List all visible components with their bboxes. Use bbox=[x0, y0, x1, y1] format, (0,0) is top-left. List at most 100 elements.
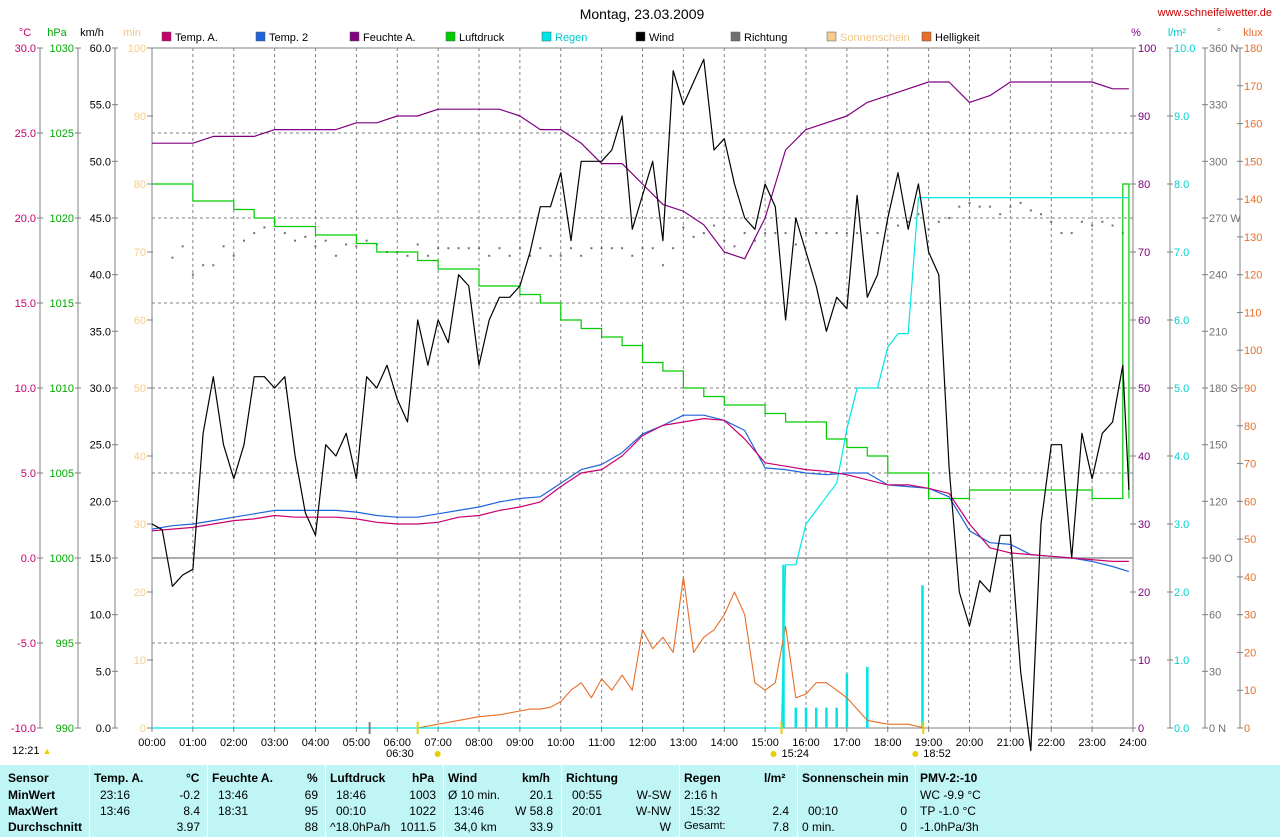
separator bbox=[561, 765, 562, 837]
legend-swatch bbox=[635, 31, 646, 42]
axis-tick-label: 9.0 bbox=[1174, 111, 1189, 123]
temp-avg: 3.97 bbox=[176, 820, 200, 834]
richtung-point bbox=[1040, 213, 1043, 216]
axis-tick-label: 50 bbox=[134, 383, 146, 395]
x-tick-label: 09:00 bbox=[506, 737, 534, 749]
temp-min-time: 23:16 bbox=[100, 788, 131, 802]
axis-tick-label: 150 bbox=[1209, 440, 1227, 452]
time-markers: 06:30 15:24 18:52 bbox=[368, 722, 951, 760]
richtung-point bbox=[478, 247, 480, 250]
axis-tick-label: 10.0 bbox=[90, 610, 111, 622]
richtung-point bbox=[242, 239, 245, 242]
regen-unit: l/m² bbox=[764, 771, 786, 785]
axis-tick-label: 0.0 bbox=[96, 723, 111, 735]
wind-head: Wind bbox=[448, 771, 478, 785]
x-tick-label: 11:00 bbox=[588, 737, 615, 749]
richtung-point bbox=[406, 254, 409, 257]
axis-tick-label: 5.0 bbox=[21, 468, 36, 480]
richtung-point bbox=[988, 205, 991, 208]
axis-tick-label: 1.0 bbox=[1174, 655, 1189, 667]
separator bbox=[89, 765, 90, 837]
richtung-point bbox=[263, 226, 266, 229]
richtung-point bbox=[212, 264, 215, 267]
series-helligkeit bbox=[417, 576, 925, 729]
richtung-point bbox=[999, 213, 1002, 216]
temp-head: Temp. A. bbox=[94, 771, 144, 785]
richtung-point bbox=[181, 245, 184, 248]
x-tick-label: 15:00 bbox=[751, 737, 779, 749]
richtung-point bbox=[641, 247, 644, 250]
legend-swatch bbox=[921, 31, 932, 42]
axis-tick-label: -10.0 bbox=[11, 723, 36, 735]
legend-label: Regen bbox=[555, 32, 587, 44]
axis-tick-label: 50.0 bbox=[90, 156, 111, 168]
legend-label: Temp. 2 bbox=[269, 32, 308, 44]
axis-tick-label: 2.0 bbox=[1174, 587, 1189, 599]
x-tick-label: 17:00 bbox=[833, 737, 861, 749]
richtung-point bbox=[498, 247, 501, 250]
richtung-point bbox=[610, 247, 613, 250]
pmv-windchill: WC -9.9 °C bbox=[920, 788, 981, 802]
axis-tick-label: 180 bbox=[1244, 43, 1262, 55]
axis-tick-label: 240 bbox=[1209, 270, 1227, 282]
axis-tick-label: 270 W bbox=[1209, 213, 1241, 225]
axis-tick-label: 1030 bbox=[50, 43, 74, 55]
axis-tick-label: 8.0 bbox=[1174, 179, 1189, 191]
axis-tick-label: 100 bbox=[128, 43, 146, 55]
axis-tick-label: 30.0 bbox=[90, 383, 111, 395]
x-tick-label: 16:00 bbox=[792, 737, 820, 749]
axis-tick-label: 45.0 bbox=[90, 213, 111, 225]
richtung-max-time: 20:01 bbox=[572, 804, 603, 818]
luftdruck-max: 1022 bbox=[409, 804, 436, 818]
axis-tick-label: 90 O bbox=[1209, 553, 1233, 565]
axis-tick-label: 30 bbox=[1138, 519, 1150, 531]
richtung-point bbox=[590, 247, 593, 250]
feuchte-unit: % bbox=[307, 771, 318, 785]
richtung-max: W-NW bbox=[635, 804, 671, 818]
series-feuchte bbox=[152, 81, 1129, 260]
richtung-point bbox=[723, 239, 726, 242]
feuchte-head: Feuchte A. bbox=[212, 771, 273, 785]
left-axes: 30.025.020.015.010.05.00.0-5.0-10.010301… bbox=[11, 43, 153, 735]
legend-swatch bbox=[445, 31, 456, 42]
richtung-point bbox=[283, 232, 286, 235]
richtung-point bbox=[365, 239, 368, 242]
axis-tick-label: 210 bbox=[1209, 326, 1227, 338]
x-tick-label: 23:00 bbox=[1078, 737, 1106, 749]
richtung-point bbox=[580, 254, 583, 257]
richtung-point bbox=[191, 273, 194, 276]
legend-label: Richtung bbox=[744, 32, 787, 44]
chart-legend: Temp. A. Temp. 2 Feuchte A. Luftdruck Regen W… bbox=[161, 31, 980, 44]
richtung-point bbox=[794, 243, 797, 246]
legend-swatch bbox=[349, 31, 360, 42]
richtung-point bbox=[1101, 220, 1104, 223]
pmv-dewpoint: TP -1.0 °C bbox=[920, 804, 976, 818]
richtung-point bbox=[825, 232, 828, 235]
regen-head: Regen bbox=[684, 771, 721, 785]
luftdruck-avg: 1011.5 bbox=[400, 820, 436, 834]
axis-tick-label: 150 bbox=[1244, 156, 1262, 168]
axis-tick-label: 20.0 bbox=[15, 213, 36, 225]
richtung-avg: W bbox=[659, 820, 671, 834]
richtung-point bbox=[896, 224, 899, 227]
richtung-point bbox=[518, 247, 521, 250]
axis-tick-label: 70 bbox=[134, 247, 146, 259]
axis-tick-label: 0 bbox=[1138, 723, 1144, 735]
wind-unit: km/h bbox=[522, 771, 551, 785]
axis-tick-label: 110 bbox=[1244, 307, 1262, 319]
richtung-point bbox=[600, 247, 603, 250]
richtung-point bbox=[937, 220, 940, 223]
legend-label: Feuchte A. bbox=[363, 32, 416, 44]
regen-total-label: Gesamt: bbox=[684, 820, 726, 832]
feuchte-avg: 88 bbox=[304, 820, 318, 834]
richtung-point bbox=[743, 232, 746, 235]
wind-avg: 33.9 bbox=[529, 820, 553, 834]
axis-tick-label: 30 bbox=[134, 519, 146, 531]
luftdruck-min: 1003 bbox=[409, 788, 436, 802]
axis-unit-label: hPa bbox=[47, 27, 67, 39]
legend-label: Wind bbox=[649, 32, 674, 44]
richtung-point bbox=[692, 235, 695, 238]
axis-tick-label: 50 bbox=[1244, 534, 1256, 546]
axis-unit-label: ° bbox=[1217, 27, 1221, 39]
richtung-point bbox=[1019, 201, 1022, 204]
